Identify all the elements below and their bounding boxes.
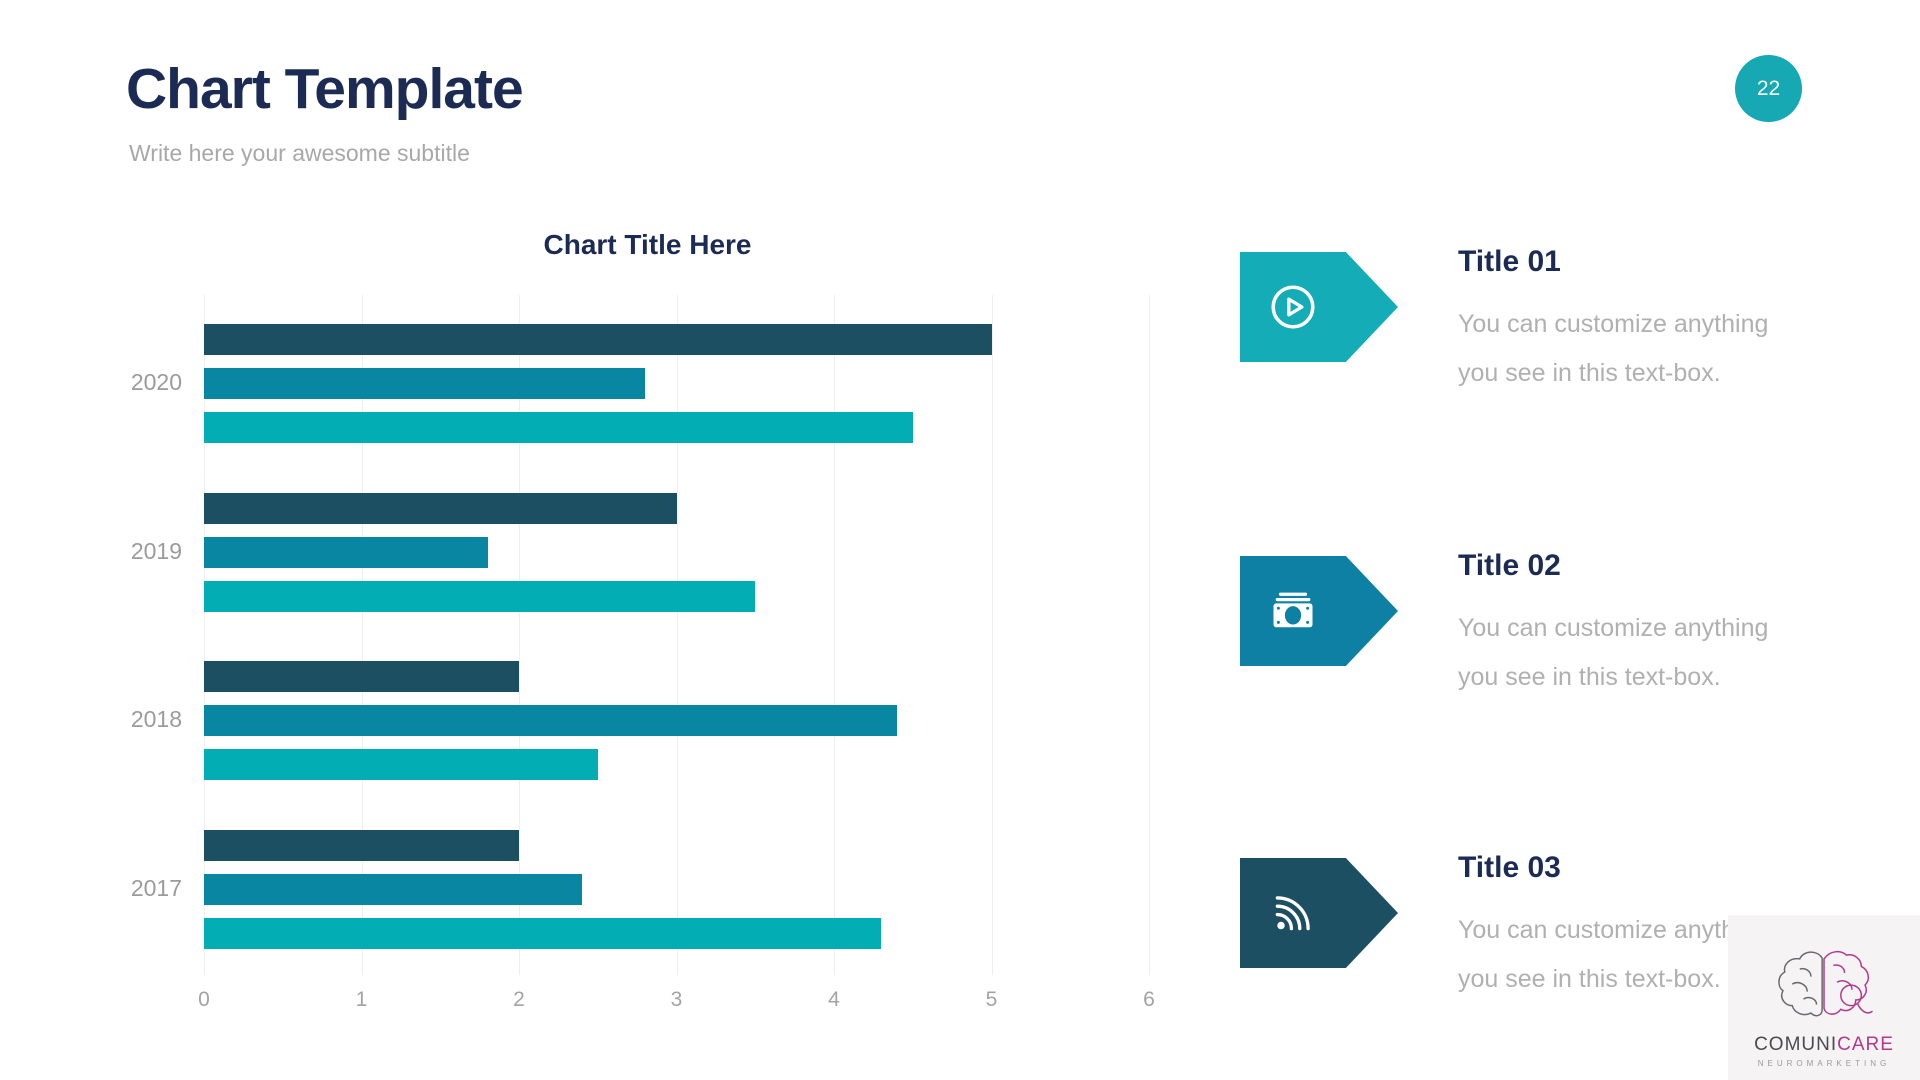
x-axis-tick-label: 3 bbox=[670, 988, 683, 1011]
brand-name: COMUNICARE bbox=[1754, 1034, 1894, 1056]
gridline bbox=[1149, 295, 1150, 975]
money-icon bbox=[1240, 585, 1346, 637]
brain-logo-icon bbox=[1768, 943, 1880, 1034]
bar-2017-series-medium bbox=[204, 874, 582, 906]
play-icon bbox=[1240, 282, 1346, 332]
brand-part-comuni: COMUNI bbox=[1754, 1034, 1838, 1055]
item-title-2: Title 02 bbox=[1458, 549, 1561, 582]
gridline bbox=[361, 295, 363, 975]
item-arrow-1 bbox=[1240, 252, 1398, 362]
x-axis-tick-label: 0 bbox=[198, 988, 210, 1011]
chart-plot: 0 1 2 3 4 5 6 2020 2019 2018 2017 bbox=[131, 295, 1155, 1011]
logo-panel: COMUNICARE NEUROMARKETING bbox=[1728, 915, 1920, 1080]
x-axis-tick-label: 6 bbox=[1143, 988, 1155, 1011]
bar-2019-series-medium bbox=[204, 536, 488, 568]
gridline bbox=[676, 295, 678, 975]
item-body-1-line1: You can customize anything bbox=[1458, 310, 1769, 338]
item-title-1: Title 01 bbox=[1458, 245, 1561, 278]
bar-2019-series-bright bbox=[204, 580, 756, 612]
bar-2020-series-dark bbox=[204, 324, 992, 355]
x-axis-tick-label: 4 bbox=[828, 988, 840, 1011]
bar-2020-series-medium bbox=[204, 368, 645, 399]
gridline bbox=[204, 295, 205, 975]
chart-title: Chart Title Here bbox=[543, 229, 752, 260]
item-body-2-line1: You can customize anything bbox=[1458, 614, 1769, 642]
money-icon-ellipse bbox=[1284, 606, 1302, 625]
y-axis-category-label: 2020 bbox=[130, 369, 182, 395]
item-body-3-line2: you see in this text-box. bbox=[1458, 965, 1721, 993]
gridline bbox=[834, 295, 835, 975]
item-body-1-line2: you see in this text-box. bbox=[1458, 359, 1721, 387]
item-arrow-2 bbox=[1240, 556, 1398, 666]
rss-icon bbox=[1240, 888, 1346, 938]
item-body-3-line1: You can customize anything bbox=[1458, 916, 1769, 944]
item-title-3: Title 03 bbox=[1458, 851, 1561, 884]
brand-part-care: CARE bbox=[1837, 1034, 1894, 1055]
y-axis-category-label: 2017 bbox=[130, 875, 182, 902]
bar-2018-series-medium bbox=[204, 705, 897, 737]
bar-2020-series-bright bbox=[204, 412, 913, 443]
page-subtitle: Write here your awesome subtitle bbox=[129, 140, 470, 166]
page-title: Chart Template bbox=[126, 57, 524, 121]
item-body-2-line2: you see in this text-box. bbox=[1458, 663, 1721, 691]
gridline bbox=[991, 295, 993, 975]
gridline bbox=[519, 295, 520, 975]
brand-tagline: NEUROMARKETING bbox=[1757, 1059, 1891, 1068]
y-axis-category-label: 2019 bbox=[130, 537, 182, 564]
bar-2018-series-bright bbox=[204, 749, 598, 781]
x-axis-tick-label: 5 bbox=[985, 988, 998, 1011]
bar-2019-series-dark bbox=[204, 492, 677, 524]
x-axis-tick-label: 2 bbox=[513, 988, 525, 1011]
page-number-badge: 22 bbox=[1735, 55, 1802, 122]
bar-2018-series-dark bbox=[204, 661, 519, 693]
item-arrow-3 bbox=[1240, 858, 1398, 968]
bar-2017-series-bright bbox=[204, 918, 882, 950]
x-axis-tick-label: 1 bbox=[355, 988, 368, 1011]
bar-2017-series-dark bbox=[204, 830, 519, 862]
y-axis-category-label: 2018 bbox=[130, 706, 182, 733]
